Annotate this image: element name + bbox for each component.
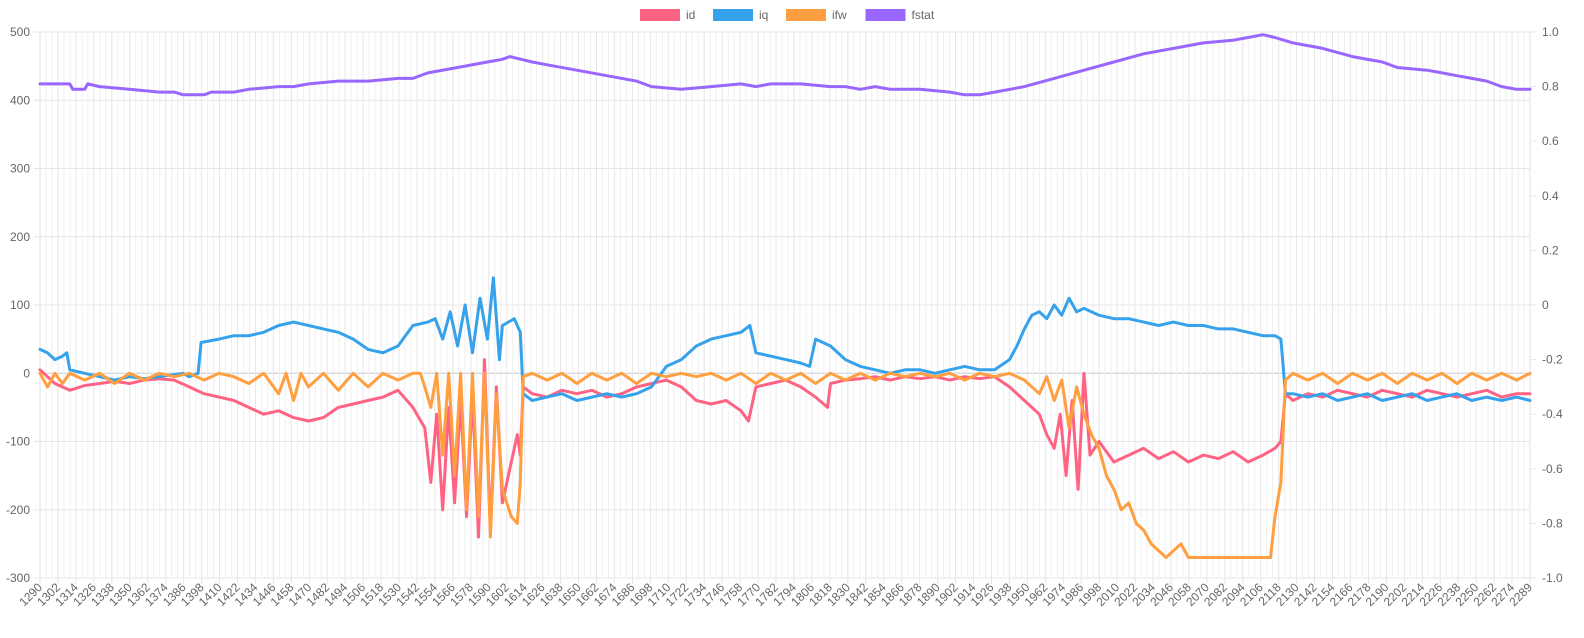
legend-label-iq[interactable]: iq <box>759 8 768 22</box>
series-line-ifw <box>38 371 1532 559</box>
y-left-tick-label: 200 <box>10 230 30 244</box>
legend-label-id[interactable]: id <box>686 8 695 22</box>
series-line-id <box>38 358 1532 539</box>
y-left-tick-label: -300 <box>6 571 30 585</box>
series-line-fstat <box>38 33 1532 97</box>
y-right-tick-label: 0 <box>1542 298 1549 312</box>
y-right-tick-label: -0.4 <box>1542 407 1563 421</box>
y-right-tick-label: -0.8 <box>1542 516 1563 530</box>
grid-layer <box>39 31 1531 584</box>
legend-item-fstat[interactable]: fstat <box>865 8 935 22</box>
axis-layer: 500 400 300 200 100 0 -100 -200 -300 1.0 0.8 0.6 0.4… <box>6 25 1563 609</box>
y-right-tick-label: 0.8 <box>1542 80 1559 94</box>
legend-label-ifw[interactable]: ifw <box>832 8 847 22</box>
y-right-tick-label: 0.2 <box>1542 243 1559 257</box>
y-left-tick-label: 500 <box>10 25 30 39</box>
legend-item-ifw[interactable]: ifw <box>786 8 847 22</box>
y-left-tick-label: 400 <box>10 93 30 107</box>
y-right-tick-label: -0.2 <box>1542 353 1563 367</box>
legend-swatch-id[interactable] <box>640 9 680 21</box>
y-left-tick-label: 0 <box>23 366 30 380</box>
legend-item-iq[interactable]: iq <box>713 8 768 22</box>
y-left-tick-label: -200 <box>6 503 30 517</box>
legend-item-id[interactable]: id <box>640 8 695 22</box>
series-line-iq <box>38 276 1532 402</box>
y-left-tick-label: -100 <box>6 435 30 449</box>
y-right-tick-label: -0.6 <box>1542 462 1563 476</box>
y-left-tick-label: 300 <box>10 162 30 176</box>
legend[interactable]: id iq ifw fstat <box>640 8 935 22</box>
y-left-tick-label: 100 <box>10 298 30 312</box>
y-right-tick-label: 0.4 <box>1542 189 1559 203</box>
legend-swatch-fstat[interactable] <box>865 9 906 21</box>
legend-swatch-ifw[interactable] <box>786 9 826 21</box>
legend-label-fstat[interactable]: fstat <box>912 8 935 22</box>
y-right-tick-label: -1.0 <box>1542 571 1563 585</box>
series-layer <box>38 33 1532 559</box>
legend-swatch-iq[interactable] <box>713 9 753 21</box>
y-right-tick-label: 0.6 <box>1542 134 1559 148</box>
y-right-tick-label: 1.0 <box>1542 25 1559 39</box>
